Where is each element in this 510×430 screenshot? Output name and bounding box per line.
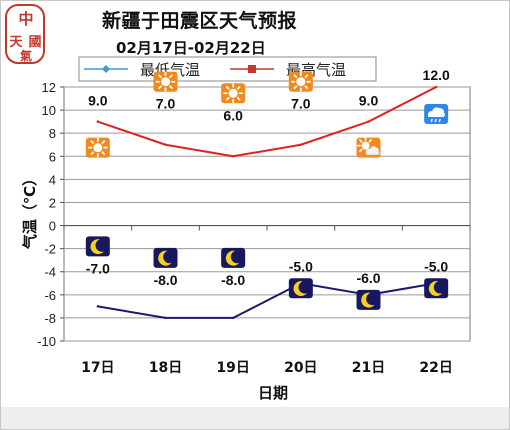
moon-icon (85, 236, 110, 257)
legend-marker-min (102, 65, 110, 73)
data-labels: -7.0 -8.0 -8.0 -5.0 -6.0 -5.0 9.0 7.0 6.0 7.0 9.0 1… (86, 67, 450, 288)
data-label-min: -8.0 (153, 272, 177, 288)
svg-text:天: 天 (9, 35, 23, 50)
y-tick-label: -2 (44, 242, 56, 257)
data-point-max (164, 143, 167, 146)
sun-icon (288, 71, 313, 92)
y-tick-label: 0 (49, 219, 56, 234)
y-tick-label: 6 (49, 149, 56, 164)
data-label-min: -8.0 (221, 272, 245, 288)
y-tick-label: -6 (44, 288, 56, 303)
weather-logo-icon: 中 天 國 氣 (5, 4, 45, 64)
x-tick-labels: 17日 18日 19日 20日 21日 22日 (81, 360, 453, 376)
sun-icon (85, 137, 110, 158)
data-label-min: -7.0 (86, 260, 110, 276)
data-label-min: -5.0 (424, 258, 448, 274)
moon-icon (356, 289, 381, 310)
data-point-max (96, 120, 100, 123)
legend: 最低气温 最高气温 (78, 56, 377, 82)
grid (60, 86, 471, 342)
plot-area (63, 86, 471, 342)
sun-icon (153, 71, 178, 92)
y-tick-label: 10 (42, 103, 56, 118)
y-tick-labels: 12 10 8 6 4 2 0 -2 -4 -6 -8 -10 (37, 80, 56, 349)
legend-marker-max (248, 65, 256, 73)
data-label-max: 6.0 (223, 107, 243, 123)
x-tick-label: 18日 (149, 360, 182, 376)
x-tick-label: 20日 (284, 360, 317, 376)
x-tick-label: 19日 (216, 360, 249, 376)
x-tick-label: 21日 (352, 360, 385, 376)
data-label-max: 7.0 (156, 96, 176, 112)
y-tick-label: 2 (49, 195, 56, 210)
series-line-max (97, 86, 437, 158)
series-line-min (97, 282, 437, 319)
data-point-min (164, 316, 167, 320)
data-label-max: 12.0 (423, 67, 450, 83)
svg-text:中: 中 (18, 10, 33, 28)
weather-icons (85, 71, 449, 310)
y-axis-title: 气温（℃） (21, 171, 39, 250)
y-tick-label: 12 (42, 80, 56, 95)
data-label-min: -5.0 (289, 258, 313, 274)
y-tick-label: -10 (37, 334, 56, 349)
moon-icon (221, 247, 246, 268)
x-tick-label: 17日 (81, 360, 114, 376)
data-label-min: -6.0 (356, 270, 380, 286)
data-point-max (367, 120, 370, 123)
footer-band (1, 407, 509, 429)
x-tick-label: 22日 (419, 360, 452, 376)
sun-icon (221, 83, 246, 104)
data-point-max (434, 85, 438, 89)
data-label-max: 7.0 (291, 96, 311, 112)
y-tick-label: -8 (44, 311, 56, 326)
svg-text:氣: 氣 (20, 48, 32, 63)
moon-icon (288, 278, 313, 299)
rain-cloud-icon (424, 104, 449, 124)
data-label-max: 9.0 (359, 93, 379, 109)
y-tick-label: 8 (49, 126, 56, 141)
legend-box (78, 56, 377, 82)
y-tick-label: -4 (44, 265, 56, 280)
data-point-min (96, 305, 100, 308)
y-tick-label: 4 (49, 172, 56, 187)
data-point-max (231, 155, 235, 158)
date-range: 02月17日-02月22日 (116, 39, 266, 57)
x-axis-title: 日期 (258, 384, 288, 402)
page-title: 新疆于田震区天气预报 (102, 10, 298, 32)
data-point-min (231, 316, 235, 320)
moon-icon (153, 247, 178, 268)
svg-text:國: 國 (28, 35, 41, 50)
partly-cloudy-icon (356, 136, 381, 158)
data-point-max (299, 143, 303, 146)
data-label-max: 9.0 (88, 93, 108, 109)
moon-icon (424, 278, 449, 299)
